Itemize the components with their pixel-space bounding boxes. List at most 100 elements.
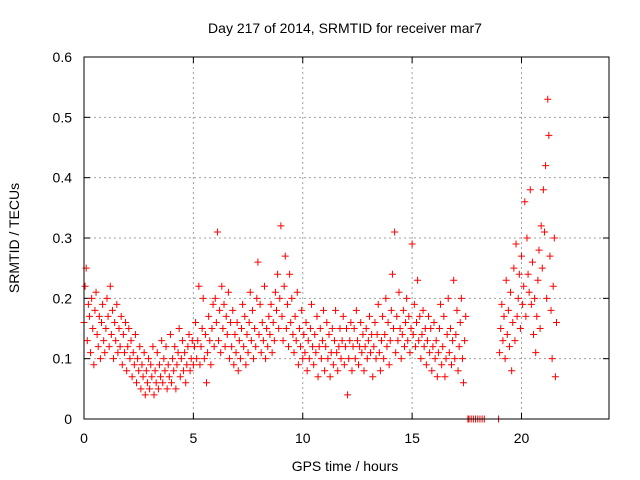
data-point xyxy=(298,306,306,314)
data-point xyxy=(288,294,296,302)
data-point xyxy=(212,318,220,326)
data-point xyxy=(165,373,173,381)
data-point xyxy=(231,331,239,339)
data-point xyxy=(321,367,329,375)
data-point xyxy=(364,337,372,345)
data-point xyxy=(180,367,188,375)
data-point xyxy=(431,355,439,363)
data-point xyxy=(522,312,530,320)
data-point xyxy=(251,325,259,332)
data-point xyxy=(524,270,532,278)
data-point xyxy=(268,349,276,357)
data-point xyxy=(254,258,262,266)
data-point xyxy=(387,306,395,314)
data-point xyxy=(139,373,147,381)
data-point xyxy=(275,325,283,332)
data-point xyxy=(92,288,100,296)
data-point xyxy=(218,282,226,290)
data-point xyxy=(538,264,546,272)
data-point xyxy=(542,162,550,170)
data-point xyxy=(196,361,204,369)
data-point xyxy=(420,343,428,351)
data-point xyxy=(549,282,557,290)
data-point xyxy=(496,349,504,357)
data-point xyxy=(312,349,320,357)
x-tick-label: 20 xyxy=(514,430,530,446)
x-tick-label: 15 xyxy=(404,430,420,446)
data-point xyxy=(181,349,189,357)
data-point xyxy=(525,288,533,296)
data-point xyxy=(147,361,155,369)
data-point xyxy=(374,300,382,308)
data-point xyxy=(507,288,515,296)
data-point xyxy=(324,355,332,363)
data-point xyxy=(292,337,300,345)
data-point xyxy=(183,361,191,369)
data-point xyxy=(384,318,392,326)
data-point xyxy=(176,373,184,381)
data-point xyxy=(375,349,383,357)
data-point xyxy=(372,355,380,363)
data-point xyxy=(146,385,154,393)
data-point xyxy=(505,343,513,351)
data-point xyxy=(285,343,293,351)
data-point xyxy=(243,331,251,339)
data-point xyxy=(410,300,418,308)
data-point xyxy=(170,367,178,375)
data-point xyxy=(205,312,213,320)
data-point xyxy=(131,331,139,339)
y-tick-label: 0 xyxy=(64,411,72,427)
data-point xyxy=(311,331,319,339)
data-point xyxy=(184,343,192,351)
data-point xyxy=(457,294,465,302)
data-point xyxy=(198,325,206,332)
data-point xyxy=(219,325,227,332)
data-point xyxy=(548,355,556,363)
data-point xyxy=(317,355,325,363)
data-point xyxy=(461,337,469,345)
data-point xyxy=(536,325,544,332)
data-point xyxy=(81,282,89,290)
data-point xyxy=(105,343,113,351)
y-tick-label: 0.4 xyxy=(53,170,73,186)
data-point xyxy=(228,343,236,351)
data-point xyxy=(163,385,171,393)
data-point xyxy=(500,312,508,320)
data-point xyxy=(111,318,119,326)
data-point xyxy=(229,306,237,314)
data-point xyxy=(178,337,186,345)
data-point xyxy=(110,355,118,363)
data-point xyxy=(101,349,109,357)
data-point xyxy=(91,306,99,314)
data-point xyxy=(257,349,265,357)
data-point xyxy=(409,331,417,339)
data-point xyxy=(122,318,130,326)
data-point xyxy=(333,349,341,357)
data-point xyxy=(280,282,288,290)
data-point xyxy=(241,312,249,320)
data-point xyxy=(153,349,161,357)
data-point xyxy=(371,318,379,326)
data-point xyxy=(182,379,190,387)
data-point xyxy=(381,331,389,339)
data-point xyxy=(113,300,121,308)
data-point xyxy=(504,306,512,314)
data-point xyxy=(553,318,560,326)
data-point xyxy=(129,349,137,357)
data-point xyxy=(100,337,108,345)
data-point xyxy=(316,325,324,332)
data-point xyxy=(305,355,313,363)
data-point xyxy=(413,318,420,326)
data-point xyxy=(281,252,289,260)
data-point xyxy=(453,306,461,314)
data-point xyxy=(256,300,264,308)
data-point xyxy=(89,325,97,332)
tick-labels: 0 0.1 0.2 0.3 0.4 0.5 0.6 0 5 10 15 20 xyxy=(53,49,530,446)
data-point xyxy=(160,355,168,363)
data-point xyxy=(207,361,215,369)
data-point xyxy=(87,349,95,357)
data-point xyxy=(347,318,355,326)
data-point xyxy=(264,343,272,351)
data-point xyxy=(114,349,122,357)
data-point xyxy=(260,282,268,290)
